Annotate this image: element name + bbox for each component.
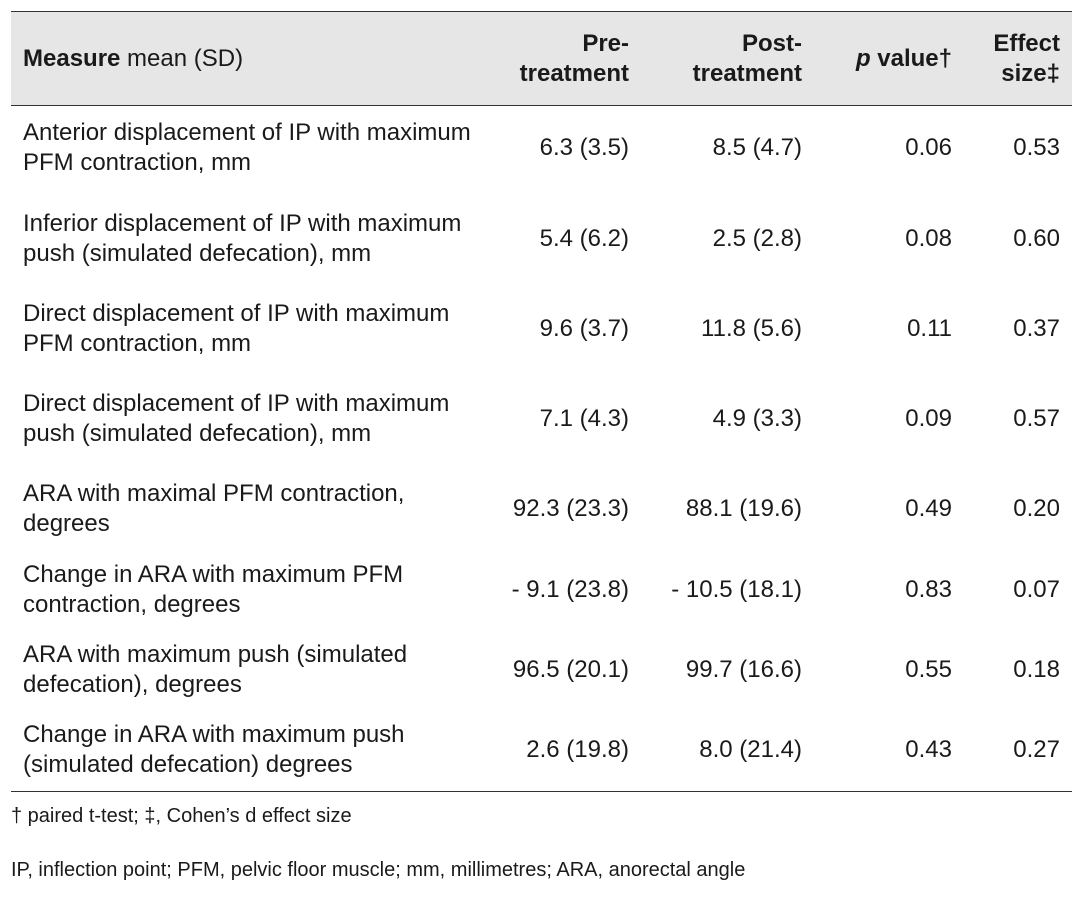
row-measure: ARA with maximal PFM contraction, degree…	[23, 479, 405, 537]
table-row: Direct displacement of IP with maximum p…	[11, 370, 1072, 468]
header-post-treatment: Post- treatment	[641, 11, 814, 106]
header-effect-line2: size‡	[1001, 59, 1060, 87]
table-row: Direct displacement of IP with maximum P…	[11, 288, 1072, 370]
row-post: 11.8 (5.6)	[701, 314, 802, 342]
row-effect-size: 0.18	[1013, 655, 1060, 683]
row-pre: 96.5 (20.1)	[512, 655, 629, 683]
row-measure: Anterior displacement of IP with maximum…	[23, 118, 471, 176]
row-pre: 2.6 (19.8)	[491, 709, 641, 792]
header-effect-line1: Effect	[993, 29, 1060, 57]
table-row: Change in ARA with maximum PFM contracti…	[11, 550, 1072, 630]
row-post: - 10.5 (18.1)	[671, 575, 802, 603]
header-post-line2: treatment	[692, 59, 802, 87]
header-measure: Measure mean (SD)	[11, 11, 491, 106]
row-post: 88.1 (19.6)	[685, 494, 802, 522]
table-row: ARA with maximal PFM contraction, degree…	[11, 468, 1072, 550]
table-body: Anterior displacement of IP with maximum…	[11, 106, 1072, 792]
footnote-abbreviations: IP, inflection point; PFM, pelvic floor …	[11, 859, 746, 881]
header-pre-treatment: Pre- treatment	[491, 11, 641, 106]
row-effect-size: 0.53	[1013, 133, 1060, 161]
row-effect-size: 0.57	[1013, 404, 1060, 432]
header-pre-line2: treatment	[519, 59, 629, 87]
header-effect-size: Effect size‡	[964, 11, 1072, 106]
row-post: 4.9 (3.3)	[712, 404, 802, 432]
header-p-italic: p	[855, 44, 871, 72]
table-row: Anterior displacement of IP with maximum…	[11, 106, 1072, 190]
table-row: ARA with maximum push (simulated defecat…	[11, 630, 1072, 710]
row-p-value: 0.43	[814, 709, 964, 792]
row-pre: - 9.1 (23.8)	[511, 575, 629, 603]
row-post: 8.0 (21.4)	[641, 709, 814, 792]
row-effect-size: 0.60	[1013, 224, 1060, 252]
row-pre: 92.3 (23.3)	[512, 494, 629, 522]
row-p-value: 0.06	[905, 133, 952, 161]
row-pre: 9.6 (3.7)	[539, 314, 629, 342]
table-header: Measure mean (SD) Pre- treatment Post- t…	[11, 11, 1072, 106]
header-measure-unit: mean (SD)	[120, 44, 244, 72]
row-measure: Direct displacement of IP with maximum p…	[23, 389, 450, 447]
table-row: Change in ARA with maximum push (simulat…	[11, 709, 1072, 792]
row-p-value: 0.09	[905, 404, 952, 432]
row-pre: 7.1 (4.3)	[539, 404, 629, 432]
row-effect-size: 0.37	[1013, 314, 1060, 342]
row-effect-size: 0.27	[964, 709, 1072, 792]
row-p-value: 0.11	[907, 314, 952, 342]
header-post-line1: Post-	[742, 29, 802, 57]
row-effect-size: 0.20	[1013, 494, 1060, 522]
row-measure: Change in ARA with maximum PFM contracti…	[23, 560, 404, 618]
row-p-value: 0.55	[905, 655, 952, 683]
row-p-value: 0.49	[905, 494, 952, 522]
header-pre-line1: Pre-	[582, 29, 629, 57]
row-post: 2.5 (2.8)	[712, 224, 802, 252]
row-measure: Change in ARA with maximum push (simulat…	[11, 709, 491, 792]
header-measure-label: Measure	[23, 44, 121, 72]
row-measure: Direct displacement of IP with maximum P…	[23, 299, 450, 357]
row-post: 99.7 (16.6)	[685, 655, 802, 683]
row-pre: 5.4 (6.2)	[539, 224, 629, 252]
footnote-tests: † paired t-test; ‡, Cohen’s d effect siz…	[11, 805, 352, 827]
table-row: Inferior displacement of IP with maximum…	[11, 190, 1072, 288]
row-effect-size: 0.07	[1013, 575, 1060, 603]
row-measure: Inferior displacement of IP with maximum…	[23, 209, 462, 267]
row-post: 8.5 (4.7)	[712, 133, 802, 161]
row-pre: 6.3 (3.5)	[539, 133, 629, 161]
results-table: Measure mean (SD) Pre- treatment Post- t…	[11, 11, 1072, 792]
header-p-value: p value†	[814, 11, 964, 106]
row-p-value: 0.83	[905, 575, 952, 603]
row-p-value: 0.08	[905, 224, 952, 252]
header-row: Measure mean (SD) Pre- treatment Post- t…	[11, 11, 1072, 106]
header-p-rest: value†	[870, 44, 952, 72]
row-measure: ARA with maximum push (simulated defecat…	[23, 640, 408, 698]
